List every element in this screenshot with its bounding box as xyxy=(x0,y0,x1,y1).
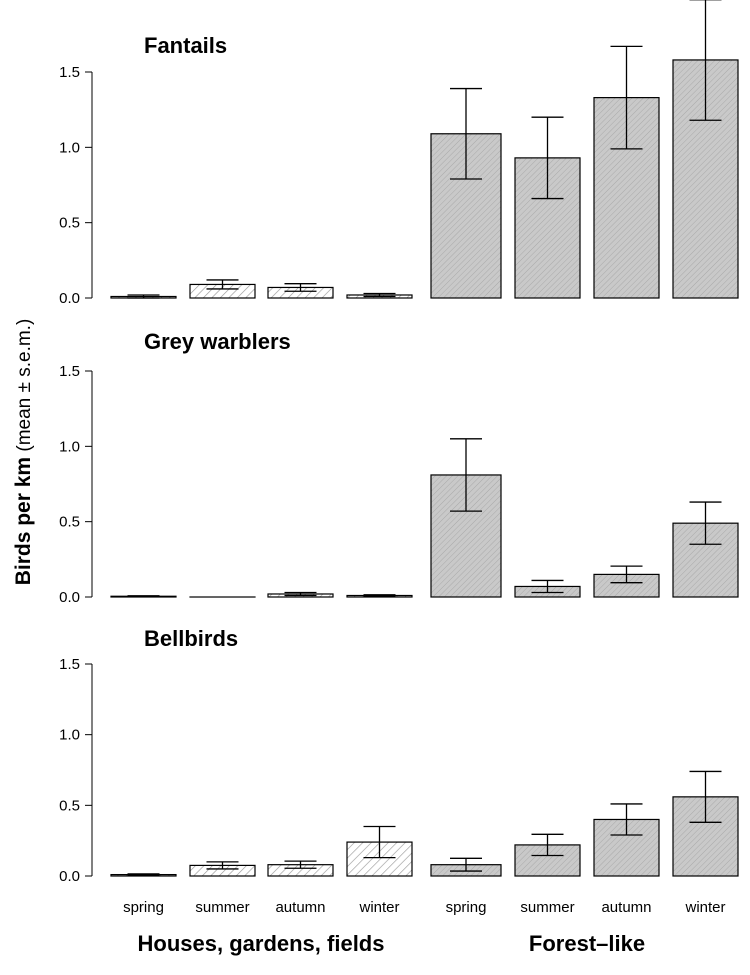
x-category-label: spring xyxy=(446,899,487,916)
y-tick-label: 1.0 xyxy=(59,438,80,455)
x-category-label: summer xyxy=(520,899,574,916)
y-tick-label: 0.5 xyxy=(59,215,80,232)
y-tick-label: 1.0 xyxy=(59,727,80,744)
y-axis-label-unit: (mean ± s.e.m.) xyxy=(14,319,35,457)
x-category-labels: spring summer autumn winter spring summer autu… xyxy=(123,899,725,916)
x-category-label: winter xyxy=(684,899,725,916)
x-category-label: summer xyxy=(195,899,249,916)
panel-title: Grey warblers xyxy=(144,329,291,354)
panel-title: Fantails xyxy=(144,33,227,58)
x-category-label: autumn xyxy=(601,899,651,916)
y-tick-label: 1.5 xyxy=(59,656,80,673)
x-category-label: autumn xyxy=(275,899,325,916)
y-axis-label-main: Birds per km xyxy=(12,457,35,585)
panel-0: Fantails 0.0 0.5 1.0 1.5 xyxy=(59,0,739,307)
y-tick-label: 1.5 xyxy=(59,64,80,81)
panel-2: Bellbirds 0.0 0.5 1.0 1.5 xyxy=(59,626,739,885)
x-category-label: spring xyxy=(123,899,164,916)
group-label-houses: Houses, gardens, fields xyxy=(138,931,385,956)
group-label-forest: Forest–like xyxy=(529,931,645,956)
y-tick-label: 1.0 xyxy=(59,139,80,156)
y-tick-label: 0.0 xyxy=(59,290,80,307)
y-tick-label: 0.0 xyxy=(59,868,80,885)
panel-1: Grey warblers 0.0 0.5 1.0 1.5 xyxy=(59,329,739,606)
y-tick-label: 0.5 xyxy=(59,514,80,531)
chart-panels: Fantails 0.0 0.5 1.0 1.5 Grey warblers 0.0 0.5 1… xyxy=(59,0,739,885)
y-tick-label: 0.5 xyxy=(59,797,80,814)
panel-title: Bellbirds xyxy=(144,626,238,651)
y-tick-label: 1.5 xyxy=(59,363,80,380)
y-tick-label: 0.0 xyxy=(59,589,80,606)
y-axis-label: Birds per km (mean ± s.e.m.) xyxy=(12,319,35,586)
x-category-label: winter xyxy=(358,899,399,916)
